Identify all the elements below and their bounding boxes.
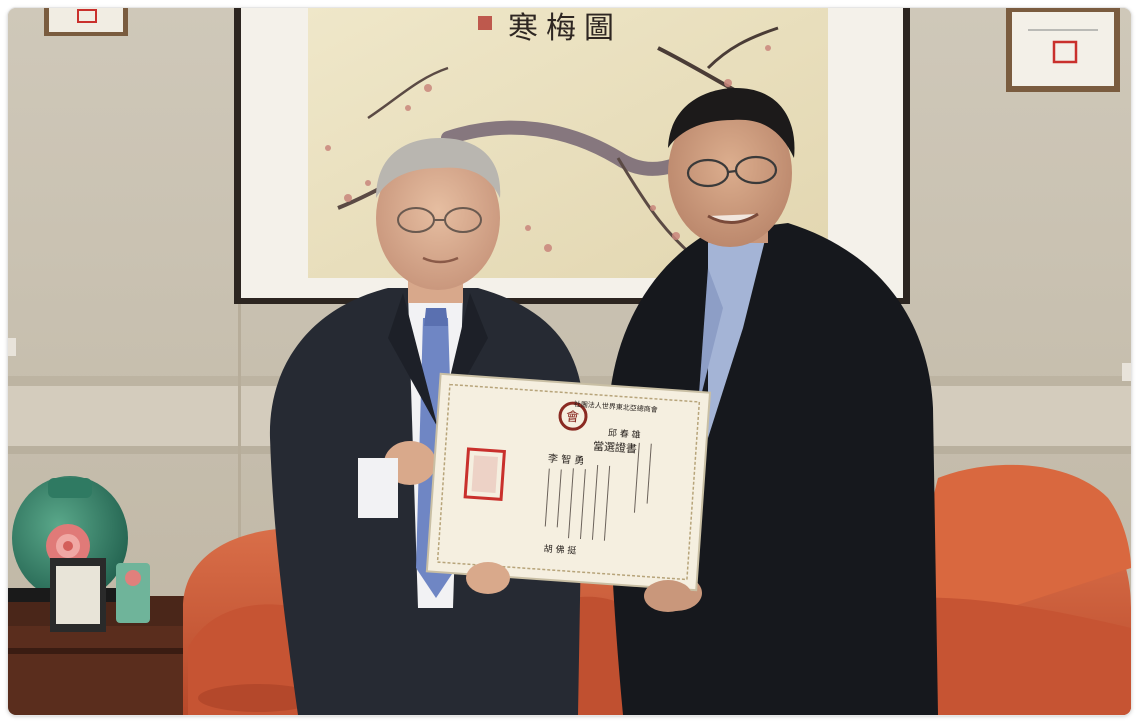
wall-certificate-right bbox=[1006, 8, 1120, 92]
photo: 寒梅圖 bbox=[8, 8, 1131, 715]
certificate-recipient: 李 智 勇 bbox=[548, 452, 585, 468]
certificate-emblem bbox=[558, 401, 588, 431]
certificate-heading: 當選證書 bbox=[593, 439, 638, 456]
hand-left-lower bbox=[466, 562, 510, 594]
small-figurine bbox=[116, 563, 150, 623]
certificate-signature: 胡 佛 挺 bbox=[543, 542, 576, 556]
outlet-right bbox=[1122, 363, 1131, 381]
certificate-honoree: 邱 春 雄 bbox=[608, 427, 641, 441]
small-photo-frame bbox=[50, 558, 106, 632]
outlet bbox=[8, 338, 16, 356]
photo-frame: 寒梅圖 bbox=[8, 8, 1131, 715]
wall-certificate-left bbox=[44, 8, 128, 36]
certificate-emblem-text: 會 bbox=[565, 410, 579, 426]
plum-blossom-painting: 寒梅圖 bbox=[234, 8, 910, 304]
hand-right bbox=[644, 580, 692, 612]
painting-seal bbox=[478, 16, 492, 30]
certificate: 會 當選證書 李 智 勇 社團法人世界東北亞總商會 胡 佛 挺 邱 春 雄 bbox=[425, 372, 712, 592]
person-right bbox=[592, 88, 938, 715]
painting-calligraphy: 寒梅圖 bbox=[508, 11, 622, 46]
certificate-seal bbox=[463, 447, 506, 501]
